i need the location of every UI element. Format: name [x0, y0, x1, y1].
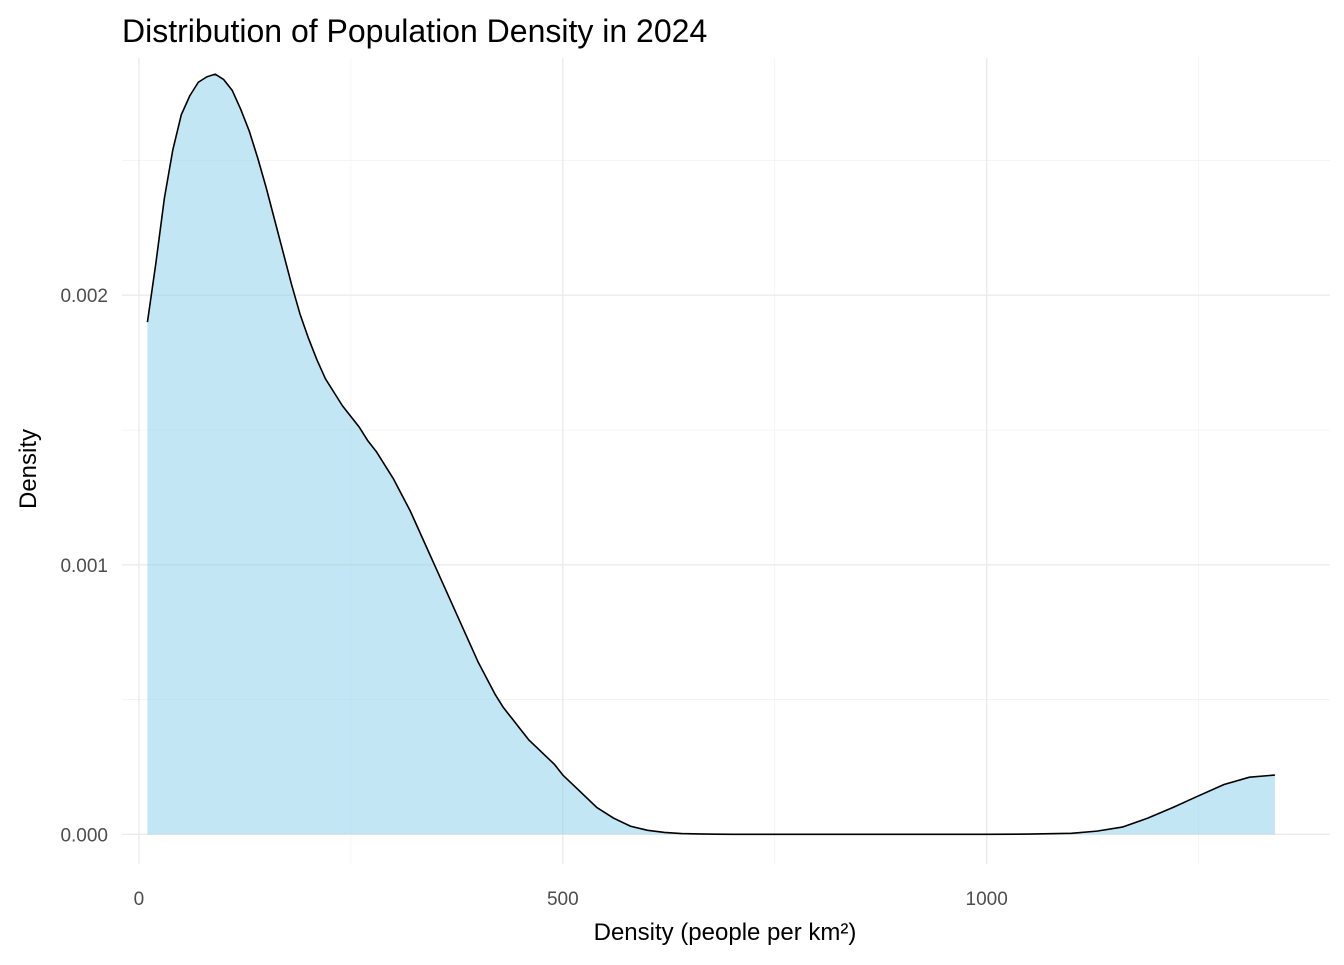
tick-layer: 0 500 1000 0.000 0.001 0.002 [60, 286, 1007, 910]
chart-title: Distribution of Population Density in 20… [122, 13, 707, 49]
y-tick-label: 0.000 [60, 825, 108, 846]
x-axis-title: Density (people per km²) [594, 919, 857, 946]
y-tick-label: 0.001 [60, 556, 108, 577]
y-axis-title: Density [15, 429, 42, 509]
x-tick-label: 500 [547, 889, 579, 910]
data-layer [146, 73, 1275, 836]
x-tick-label: 1000 [966, 889, 1008, 910]
density-line [146, 73, 1275, 836]
x-tick-label: 0 [134, 889, 145, 910]
density-area [147, 74, 1275, 835]
y-tick-label: 0.002 [60, 286, 108, 307]
